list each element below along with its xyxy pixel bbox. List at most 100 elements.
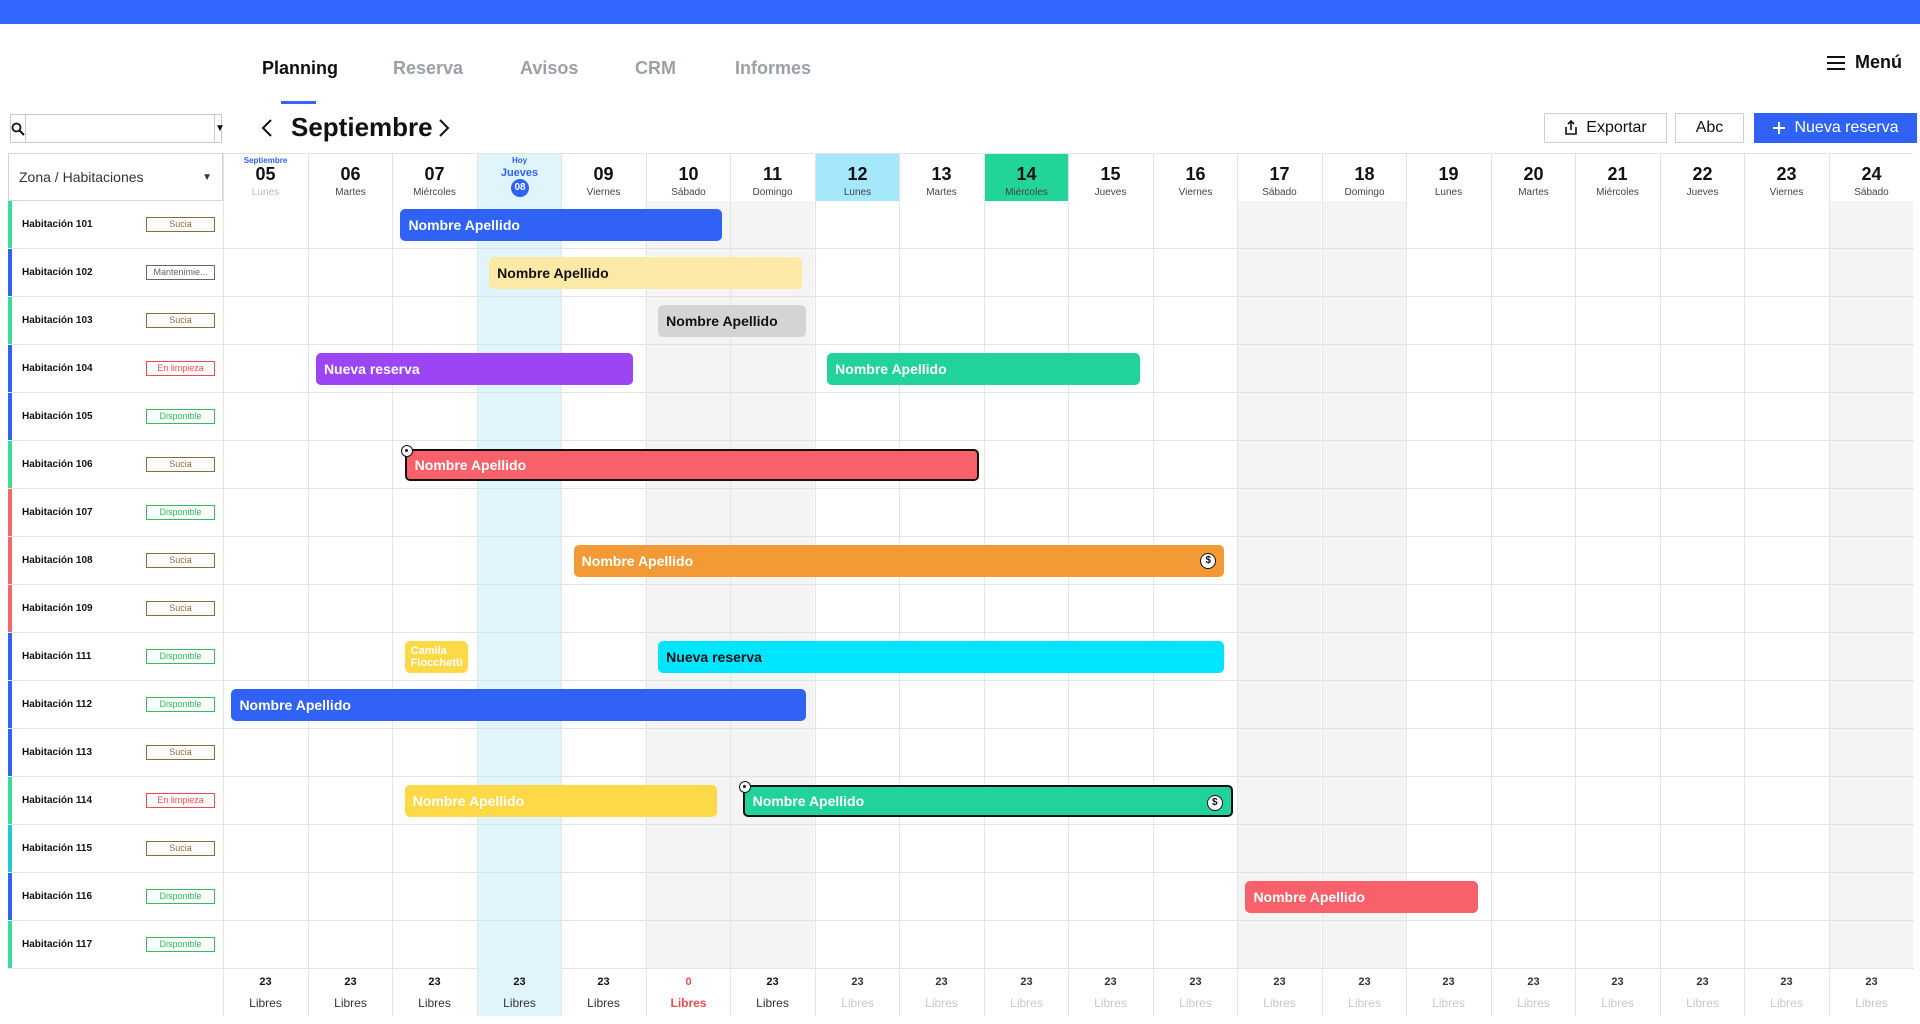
booking-label: Nombre Apellido — [412, 793, 525, 809]
room-row-116[interactable]: Habitación 116 Disponible — [8, 873, 223, 921]
room-status-badge: Sucia — [146, 457, 215, 472]
booking-bar[interactable]: Nombre Apellido — [658, 305, 807, 337]
availability-cell: 23 Libres — [984, 968, 1068, 1016]
room-row-106[interactable]: Habitación 106 Sucia — [8, 441, 223, 489]
day-header-17[interactable]: 17 Sábado — [1237, 153, 1321, 201]
day-header-11[interactable]: 11 Domingo — [730, 153, 814, 201]
availability-cell: 23 Libres — [561, 968, 645, 1016]
availability-cell: 23 Libres — [1491, 968, 1575, 1016]
day-name: Jueves — [500, 167, 539, 179]
day-header-08[interactable]: Hoy Jueves 08 — [477, 153, 561, 201]
day-header-19[interactable]: 19 Lunes — [1406, 153, 1490, 201]
room-row-111[interactable]: Habitación 111 Disponible — [8, 633, 223, 681]
booking-bar[interactable]: Nombre Apellido — [827, 353, 1140, 385]
day-header-15[interactable]: 15 Jueves — [1068, 153, 1152, 201]
day-header-07[interactable]: 07 Miércoles — [392, 153, 476, 201]
room-row-103[interactable]: Habitación 103 Sucia — [8, 297, 223, 345]
booking-bar[interactable]: Nombre Apellido — [1245, 881, 1478, 913]
day-number: 10 — [678, 164, 699, 184]
plus-icon — [1773, 122, 1786, 134]
day-header-06[interactable]: 06 Martes — [308, 153, 392, 201]
previous-month-chevron-icon[interactable] — [260, 118, 274, 138]
room-row-107[interactable]: Habitación 107 Disponible — [8, 489, 223, 537]
availability-cell: 23 Libres — [308, 968, 392, 1016]
booking-bar[interactable]: Nueva reserva — [315, 353, 633, 385]
drag-handle-icon[interactable] — [400, 445, 413, 457]
day-header-23[interactable]: 23 Viernes — [1744, 153, 1828, 201]
day-name: Martes — [335, 187, 366, 198]
abc-button[interactable]: Abc — [1675, 113, 1744, 143]
booking-bar[interactable]: Nombre Apellido $ — [738, 781, 1233, 817]
booking-bar[interactable]: Camila Fiocchetti — [404, 641, 469, 673]
room-row-102[interactable]: Habitación 102 Mantenimie... — [8, 249, 223, 297]
menu-button[interactable]: Menú — [1827, 52, 1902, 73]
room-row-101[interactable]: Habitación 101 Sucia — [8, 201, 223, 249]
tab-informes[interactable]: Informes — [735, 58, 812, 78]
free-label: Libres — [1263, 996, 1296, 1010]
calendar-header: Septiembre 05 Lunes 06 Martes 07 Miércoles Hoy J… — [223, 153, 1914, 201]
tab-avisos[interactable]: Avisos — [520, 58, 579, 78]
booking-label: Nombre Apellido — [752, 793, 865, 809]
room-status-badge: Mantenimie... — [146, 265, 215, 280]
room-row-109[interactable]: Habitación 109 Sucia — [8, 585, 223, 633]
new-booking-button[interactable]: Nueva reserva — [1754, 113, 1917, 143]
drag-handle-icon[interactable] — [738, 781, 751, 793]
room-status-badge: Disponible — [146, 505, 215, 520]
day-header-14[interactable]: 14 Miércoles — [984, 153, 1068, 201]
row-divider — [223, 248, 1914, 249]
day-header-18[interactable]: 18 Domingo — [1322, 153, 1406, 201]
room-status-badge: Sucia — [146, 553, 215, 568]
day-name: Sábado — [1262, 187, 1297, 198]
day-header-12[interactable]: 12 Lunes — [815, 153, 899, 201]
payment-dollar-icon: $ — [1206, 795, 1223, 811]
row-divider — [223, 392, 1914, 393]
booking-bar[interactable]: Nombre Apellido $ — [573, 545, 1225, 577]
zone-rooms-selector[interactable]: Zona / Habitaciones ▼ — [8, 153, 223, 201]
day-name: Lunes — [251, 187, 280, 198]
booking-bar[interactable]: Nombre Apellido — [400, 445, 980, 481]
room-row-104[interactable]: Habitación 104 En limpieza — [8, 345, 223, 393]
room-status-badge: En limpieza — [146, 361, 215, 376]
room-row-105[interactable]: Habitación 105 Disponible — [8, 393, 223, 441]
free-count: 0 — [685, 976, 692, 988]
booking-bar[interactable]: Nombre Apellido — [404, 785, 718, 817]
tab-crm[interactable]: CRM — [635, 58, 676, 78]
search-dropdown-icon[interactable]: ▼ — [214, 115, 225, 142]
booking-bar[interactable]: Nueva reserva — [658, 641, 1225, 673]
day-header-21[interactable]: 21 Miércoles — [1575, 153, 1659, 201]
search-input[interactable] — [26, 115, 214, 142]
day-header-05[interactable]: Septiembre 05 Lunes — [223, 153, 307, 201]
room-name: Habitación 114 — [22, 795, 93, 806]
next-month-chevron-icon[interactable] — [437, 118, 451, 138]
room-row-114[interactable]: Habitación 114 En limpieza — [8, 777, 223, 825]
availability-cell: 23 Libres — [1744, 968, 1828, 1016]
day-header-09[interactable]: 09 Viernes — [561, 153, 645, 201]
tab-planning[interactable]: Planning — [262, 58, 338, 78]
day-header-22[interactable]: 22 Jueves — [1660, 153, 1744, 201]
room-row-117[interactable]: Habitación 117 Disponible — [8, 921, 223, 969]
day-name: Jueves — [1094, 187, 1127, 198]
day-name: Miércoles — [1596, 187, 1639, 198]
room-row-113[interactable]: Habitación 113 Sucia — [8, 729, 223, 777]
day-header-10[interactable]: 10 Sábado — [646, 153, 730, 201]
search-icon[interactable] — [11, 115, 26, 142]
room-row-115[interactable]: Habitación 115 Sucia — [8, 825, 223, 873]
tab-reserva[interactable]: Reserva — [393, 58, 464, 78]
day-number: 17 — [1269, 164, 1290, 184]
room-name: Habitación 117 — [22, 939, 93, 950]
day-header-24[interactable]: 24 Sábado — [1829, 153, 1913, 201]
booking-bar[interactable]: Nombre Apellido — [231, 689, 807, 721]
room-row-108[interactable]: Habitación 108 Sucia — [8, 537, 223, 585]
day-header-16[interactable]: 16 Viernes — [1153, 153, 1237, 201]
menu-label: Menú — [1855, 52, 1902, 72]
row-divider — [223, 632, 1914, 633]
day-header-20[interactable]: 20 Martes — [1491, 153, 1575, 201]
day-header-13[interactable]: 13 Martes — [899, 153, 983, 201]
free-count: 23 — [1189, 976, 1202, 988]
room-row-112[interactable]: Habitación 112 Disponible — [8, 681, 223, 729]
day-number: 13 — [931, 164, 952, 184]
booking-bar[interactable]: Nombre Apellido — [400, 209, 722, 241]
free-label: Libres — [587, 996, 620, 1010]
booking-bar[interactable]: Nombre Apellido — [489, 257, 802, 289]
export-button[interactable]: Exportar — [1544, 113, 1667, 143]
